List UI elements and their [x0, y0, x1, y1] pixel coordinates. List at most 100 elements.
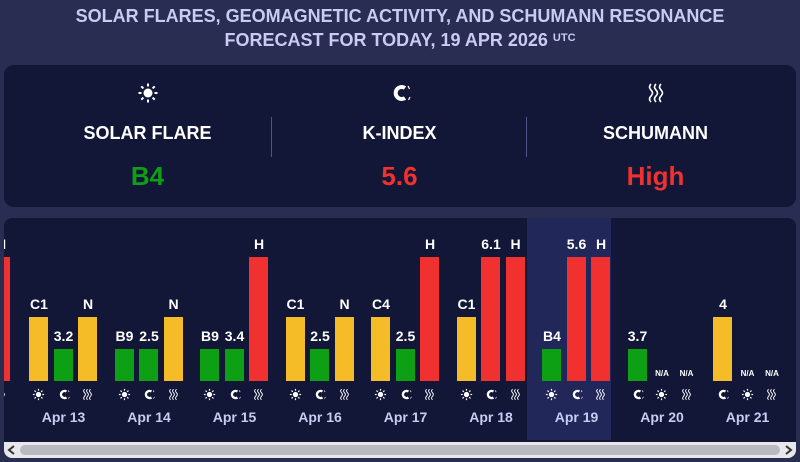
- day-label: Apr 16: [298, 409, 342, 425]
- chart-bar: [29, 317, 48, 381]
- bar-value-label: 5.6: [566, 236, 587, 252]
- day-label: Apr 21: [725, 409, 770, 425]
- magnet-icon: [54, 387, 73, 401]
- chart-bar: [114, 349, 134, 381]
- chart-bar: [139, 349, 158, 381]
- waves-icon: [528, 81, 783, 105]
- waves-icon: [506, 387, 525, 401]
- bar-value-label: N: [82, 296, 94, 312]
- bar-value-label: C1: [30, 296, 48, 312]
- chart-bar: [420, 257, 439, 381]
- waves-icon: [164, 387, 183, 401]
- forecast-chart[interactable]: H C1 3.2 N Apr 13 B9 2.5 N Apr 14 B9 3.4 H Apr 15 C1 2…: [4, 218, 796, 458]
- k-index-label: K-INDEX: [362, 123, 437, 143]
- chart-bar: [163, 317, 183, 381]
- title-timezone: UTC: [552, 32, 576, 44]
- sun-icon: [115, 387, 134, 401]
- bar-value-label: N/A: [765, 369, 779, 378]
- bar-value-label: B9: [115, 328, 134, 344]
- bar-value-label: 3.2: [53, 328, 74, 344]
- page-title: SOLAR FLARES, GEOMAGNETIC ACTIVITY, AND …: [0, 4, 800, 52]
- chart-bar: [456, 317, 476, 381]
- sun-icon: [371, 387, 390, 401]
- solar-flare-value: B4: [130, 161, 165, 191]
- bar-value-label: N/A: [740, 369, 755, 378]
- bar-value-label: C4: [372, 296, 390, 312]
- k-index-summary: K-INDEX 5.6: [272, 65, 527, 207]
- summary-panel: SOLAR FLARE B4 K-INDEX 5.6 SCHUMANN High: [4, 65, 796, 207]
- waves-icon: [78, 387, 97, 401]
- k-index-value: 5.6: [381, 161, 418, 191]
- title-line-1: SOLAR FLARES, GEOMAGNETIC ACTIVITY, AND …: [75, 6, 725, 26]
- bar-value-label: H: [595, 236, 607, 252]
- bar-value-label: N/A: [655, 369, 669, 378]
- chart-bar: [285, 317, 305, 381]
- chart-bar: [53, 349, 73, 381]
- magnet-icon: [713, 387, 732, 401]
- sun-icon: [457, 387, 476, 401]
- bar-value-label: 3.7: [627, 328, 648, 344]
- bar-value-label: 4: [719, 296, 727, 312]
- scroll-right-arrow-icon[interactable]: [783, 445, 793, 455]
- sun-icon: [738, 387, 757, 401]
- solar-flare-label: SOLAR FLARE: [83, 123, 212, 143]
- schumann-value: High: [626, 161, 685, 191]
- day-label: Apr 14: [127, 409, 171, 425]
- day-label: Apr 17: [383, 409, 428, 425]
- chart-bar: [200, 349, 219, 381]
- chart-bar: [713, 317, 732, 381]
- waves-icon: [677, 387, 696, 401]
- chart-bar: [481, 257, 500, 381]
- chart-bar: [371, 317, 390, 381]
- waves-icon: [4, 387, 10, 401]
- day-label: Apr 18: [469, 409, 513, 425]
- scrollbar-thumb[interactable]: [20, 445, 780, 455]
- bar-value-label: C1: [286, 296, 305, 312]
- summary-divider: [271, 117, 272, 157]
- sun-icon: [542, 387, 561, 401]
- sun-icon: [20, 81, 275, 105]
- title-line-2: FORECAST FOR TODAY, 19 APR 2026 UTC: [0, 28, 800, 52]
- day-label: Apr 13: [41, 409, 86, 425]
- waves-icon: [249, 387, 268, 401]
- bar-value-label: H: [4, 236, 16, 252]
- magnet-icon: [628, 387, 647, 401]
- bar-value-label: 2.5: [139, 328, 159, 344]
- magnet-icon: [481, 387, 500, 401]
- chart-bar: [395, 349, 415, 381]
- bar-value-label: N: [168, 296, 179, 312]
- chart-bar: [78, 317, 97, 381]
- chart-bar: [566, 257, 586, 381]
- waves-icon: [591, 387, 610, 401]
- solar-flare-summary: SOLAR FLARE B4: [20, 65, 275, 207]
- waves-icon: [762, 387, 781, 401]
- bar-value-label: B4: [543, 328, 561, 344]
- bar-value-label: H: [510, 236, 521, 252]
- chart-bar: [4, 257, 10, 381]
- summary-divider: [526, 117, 527, 157]
- chart-bar: [249, 257, 268, 381]
- bar-value-label: 2.5: [395, 328, 416, 344]
- bar-value-label: N/A: [679, 369, 694, 378]
- chart-bar: [627, 349, 647, 381]
- sun-icon: [29, 387, 48, 401]
- scroll-left-arrow-icon[interactable]: [7, 445, 17, 455]
- magnet-icon: [272, 81, 527, 105]
- schumann-label: SCHUMANN: [603, 123, 708, 143]
- chart-bar: [542, 349, 561, 381]
- waves-icon: [420, 387, 439, 401]
- magnet-icon: [396, 387, 415, 401]
- sun-icon: [286, 387, 305, 401]
- magnet-icon: [139, 387, 158, 401]
- bar-value-label: H: [253, 236, 265, 252]
- chart-bar: [505, 257, 525, 381]
- chart-bar: [224, 349, 244, 381]
- day-label: Apr 20: [640, 409, 684, 425]
- chart-bar: [334, 317, 354, 381]
- horizontal-scrollbar[interactable]: [4, 442, 796, 458]
- title-date: FORECAST FOR TODAY, 19 APR 2026: [224, 30, 548, 50]
- bar-value-label: H: [424, 236, 436, 252]
- bar-value-label: C1: [457, 296, 476, 312]
- magnet-icon: [567, 387, 586, 401]
- chart-bar: [310, 349, 329, 381]
